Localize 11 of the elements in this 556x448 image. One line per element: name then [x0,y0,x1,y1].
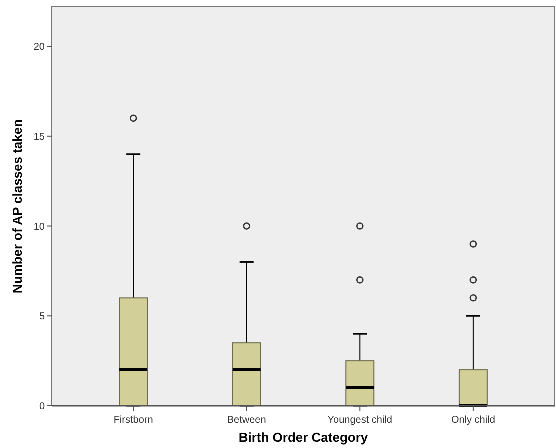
y-tick-label: 10 [34,222,46,233]
x-axis-title: Birth Order Category [238,430,369,445]
y-axis-title: Number of AP classes taken [10,119,25,294]
x-tick-label: Between [227,415,266,426]
y-tick-label: 5 [39,312,46,323]
y-tick-label: 0 [39,402,46,412]
x-tick-label: Firstborn [114,415,154,426]
x-tick-label: Youngest child [328,415,392,426]
y-tick-label: 15 [34,132,46,143]
x-tick-label: Only child [451,415,496,426]
y-tick-label: 20 [34,42,46,54]
